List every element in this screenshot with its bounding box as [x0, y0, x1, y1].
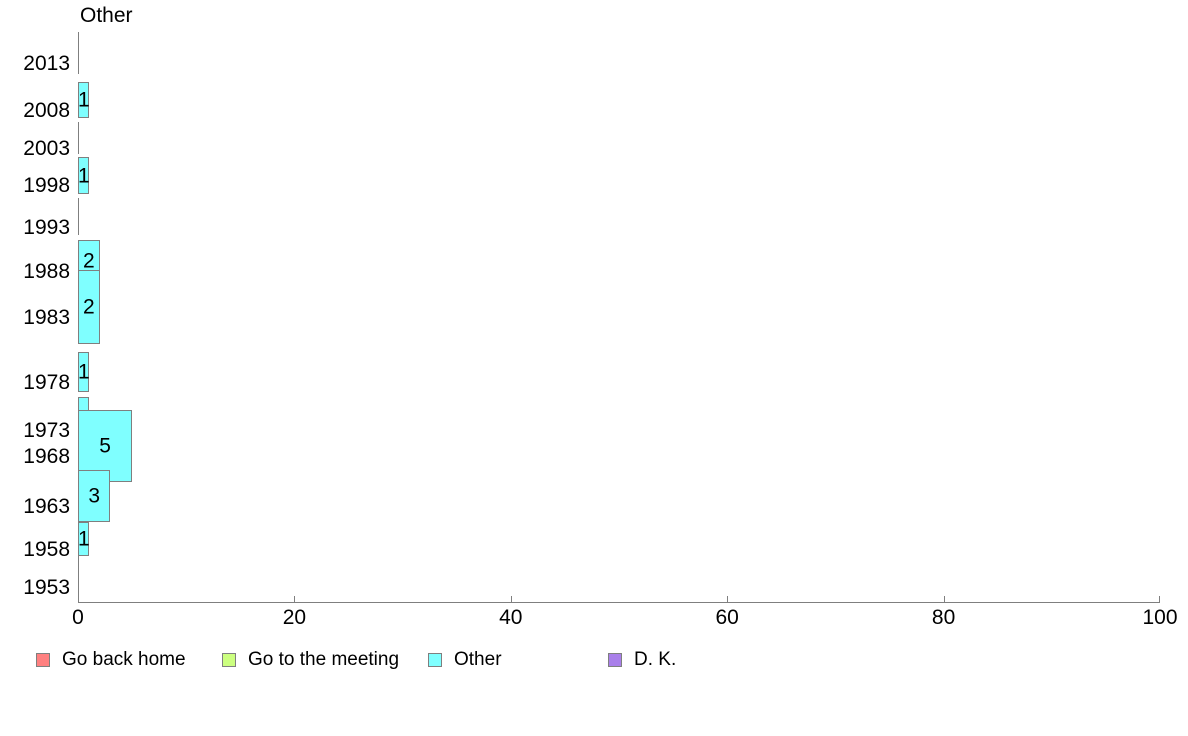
- x-axis: 0 20 40 60 80 100: [72, 596, 1178, 638]
- y-axis-tick-label: 1973: [23, 419, 70, 442]
- x-axis-tick-mark: [727, 596, 729, 602]
- legend-item[interactable]: Other: [428, 650, 502, 669]
- bar-row: 1: [78, 157, 1160, 194]
- y-axis-category-labels: 2013 2008 2003 1998 1993 1988 1983 1978 1973 1968…: [0, 30, 70, 600]
- x-axis-tick-label: 0: [72, 606, 84, 629]
- bar-segment-other: [78, 552, 79, 602]
- bar-row: 1: [78, 352, 1160, 392]
- y-axis-tick-label: 1978: [23, 371, 70, 394]
- x-axis-tick-label: 20: [282, 606, 307, 629]
- bar-segment-other: [78, 157, 89, 194]
- bar-segment-other: [78, 522, 89, 556]
- bar-row: 1: [78, 522, 1160, 556]
- y-axis-tick-label: 1988: [23, 260, 70, 283]
- bar-segment-other: [78, 352, 89, 392]
- legend-label: Other: [454, 649, 502, 670]
- legend-swatch-icon: [428, 652, 442, 667]
- bar-row: [78, 122, 1160, 154]
- legend-swatch-icon: [608, 652, 622, 667]
- x-axis-tick-label: 80: [931, 606, 956, 629]
- y-axis-tick-label: 1953: [23, 576, 70, 599]
- x-axis-line: [78, 602, 1160, 603]
- legend-label: D. K.: [634, 649, 677, 670]
- y-axis-tick-label: 1958: [23, 538, 70, 561]
- y-axis-tick-label: 1963: [23, 495, 70, 518]
- x-axis-tick-mark: [78, 596, 79, 602]
- x-axis-tick-label: 40: [499, 606, 523, 629]
- x-axis-tick-mark: [510, 596, 512, 602]
- bar-segment-other: [78, 82, 89, 118]
- chart-legend: Go back home Go to the meeting Other D. K.: [0, 650, 1188, 680]
- y-axis-tick-label: 2003: [23, 137, 70, 160]
- bar-row: 3: [78, 470, 1160, 522]
- bar-segment-other: [78, 122, 79, 154]
- x-axis-tick-mark: [294, 596, 296, 602]
- y-axis-tick-label: 1998: [23, 174, 70, 197]
- legend-item[interactable]: Go to the meeting: [222, 650, 399, 669]
- bar-segment-other: [78, 470, 111, 522]
- legend-label: Go to the meeting: [248, 649, 400, 670]
- legend-item[interactable]: D. K.: [608, 650, 676, 669]
- y-axis-tick-label: 1993: [23, 216, 70, 239]
- bar-row: [78, 552, 1160, 602]
- y-axis-tick-label: 2013: [23, 52, 70, 75]
- y-axis-tick-label: 1983: [23, 306, 70, 329]
- bar-segment-other: [78, 32, 79, 74]
- bar-row: [78, 32, 1160, 74]
- y-axis-tick-label: 1968: [23, 445, 70, 468]
- bar-row: [78, 198, 1160, 235]
- bar-row: 1: [78, 82, 1160, 118]
- legend-item[interactable]: Go back home: [36, 650, 186, 669]
- bar-segment-other: [78, 270, 100, 344]
- x-axis-tick-label: 100: [1142, 606, 1178, 629]
- bar-segment-other: [78, 198, 79, 235]
- plot-area: 112211531: [78, 30, 1160, 602]
- page-title: Other: [80, 4, 133, 27]
- y-axis-tick-label: 2008: [23, 99, 70, 122]
- x-axis-tick-mark: [1159, 596, 1160, 602]
- bar-row: 2: [78, 270, 1160, 344]
- legend-label: Go back home: [62, 649, 186, 670]
- x-axis-tick-label: 60: [715, 606, 739, 629]
- x-axis-tick-mark: [943, 596, 945, 602]
- legend-swatch-icon: [222, 652, 236, 667]
- legend-swatch-icon: [36, 652, 50, 667]
